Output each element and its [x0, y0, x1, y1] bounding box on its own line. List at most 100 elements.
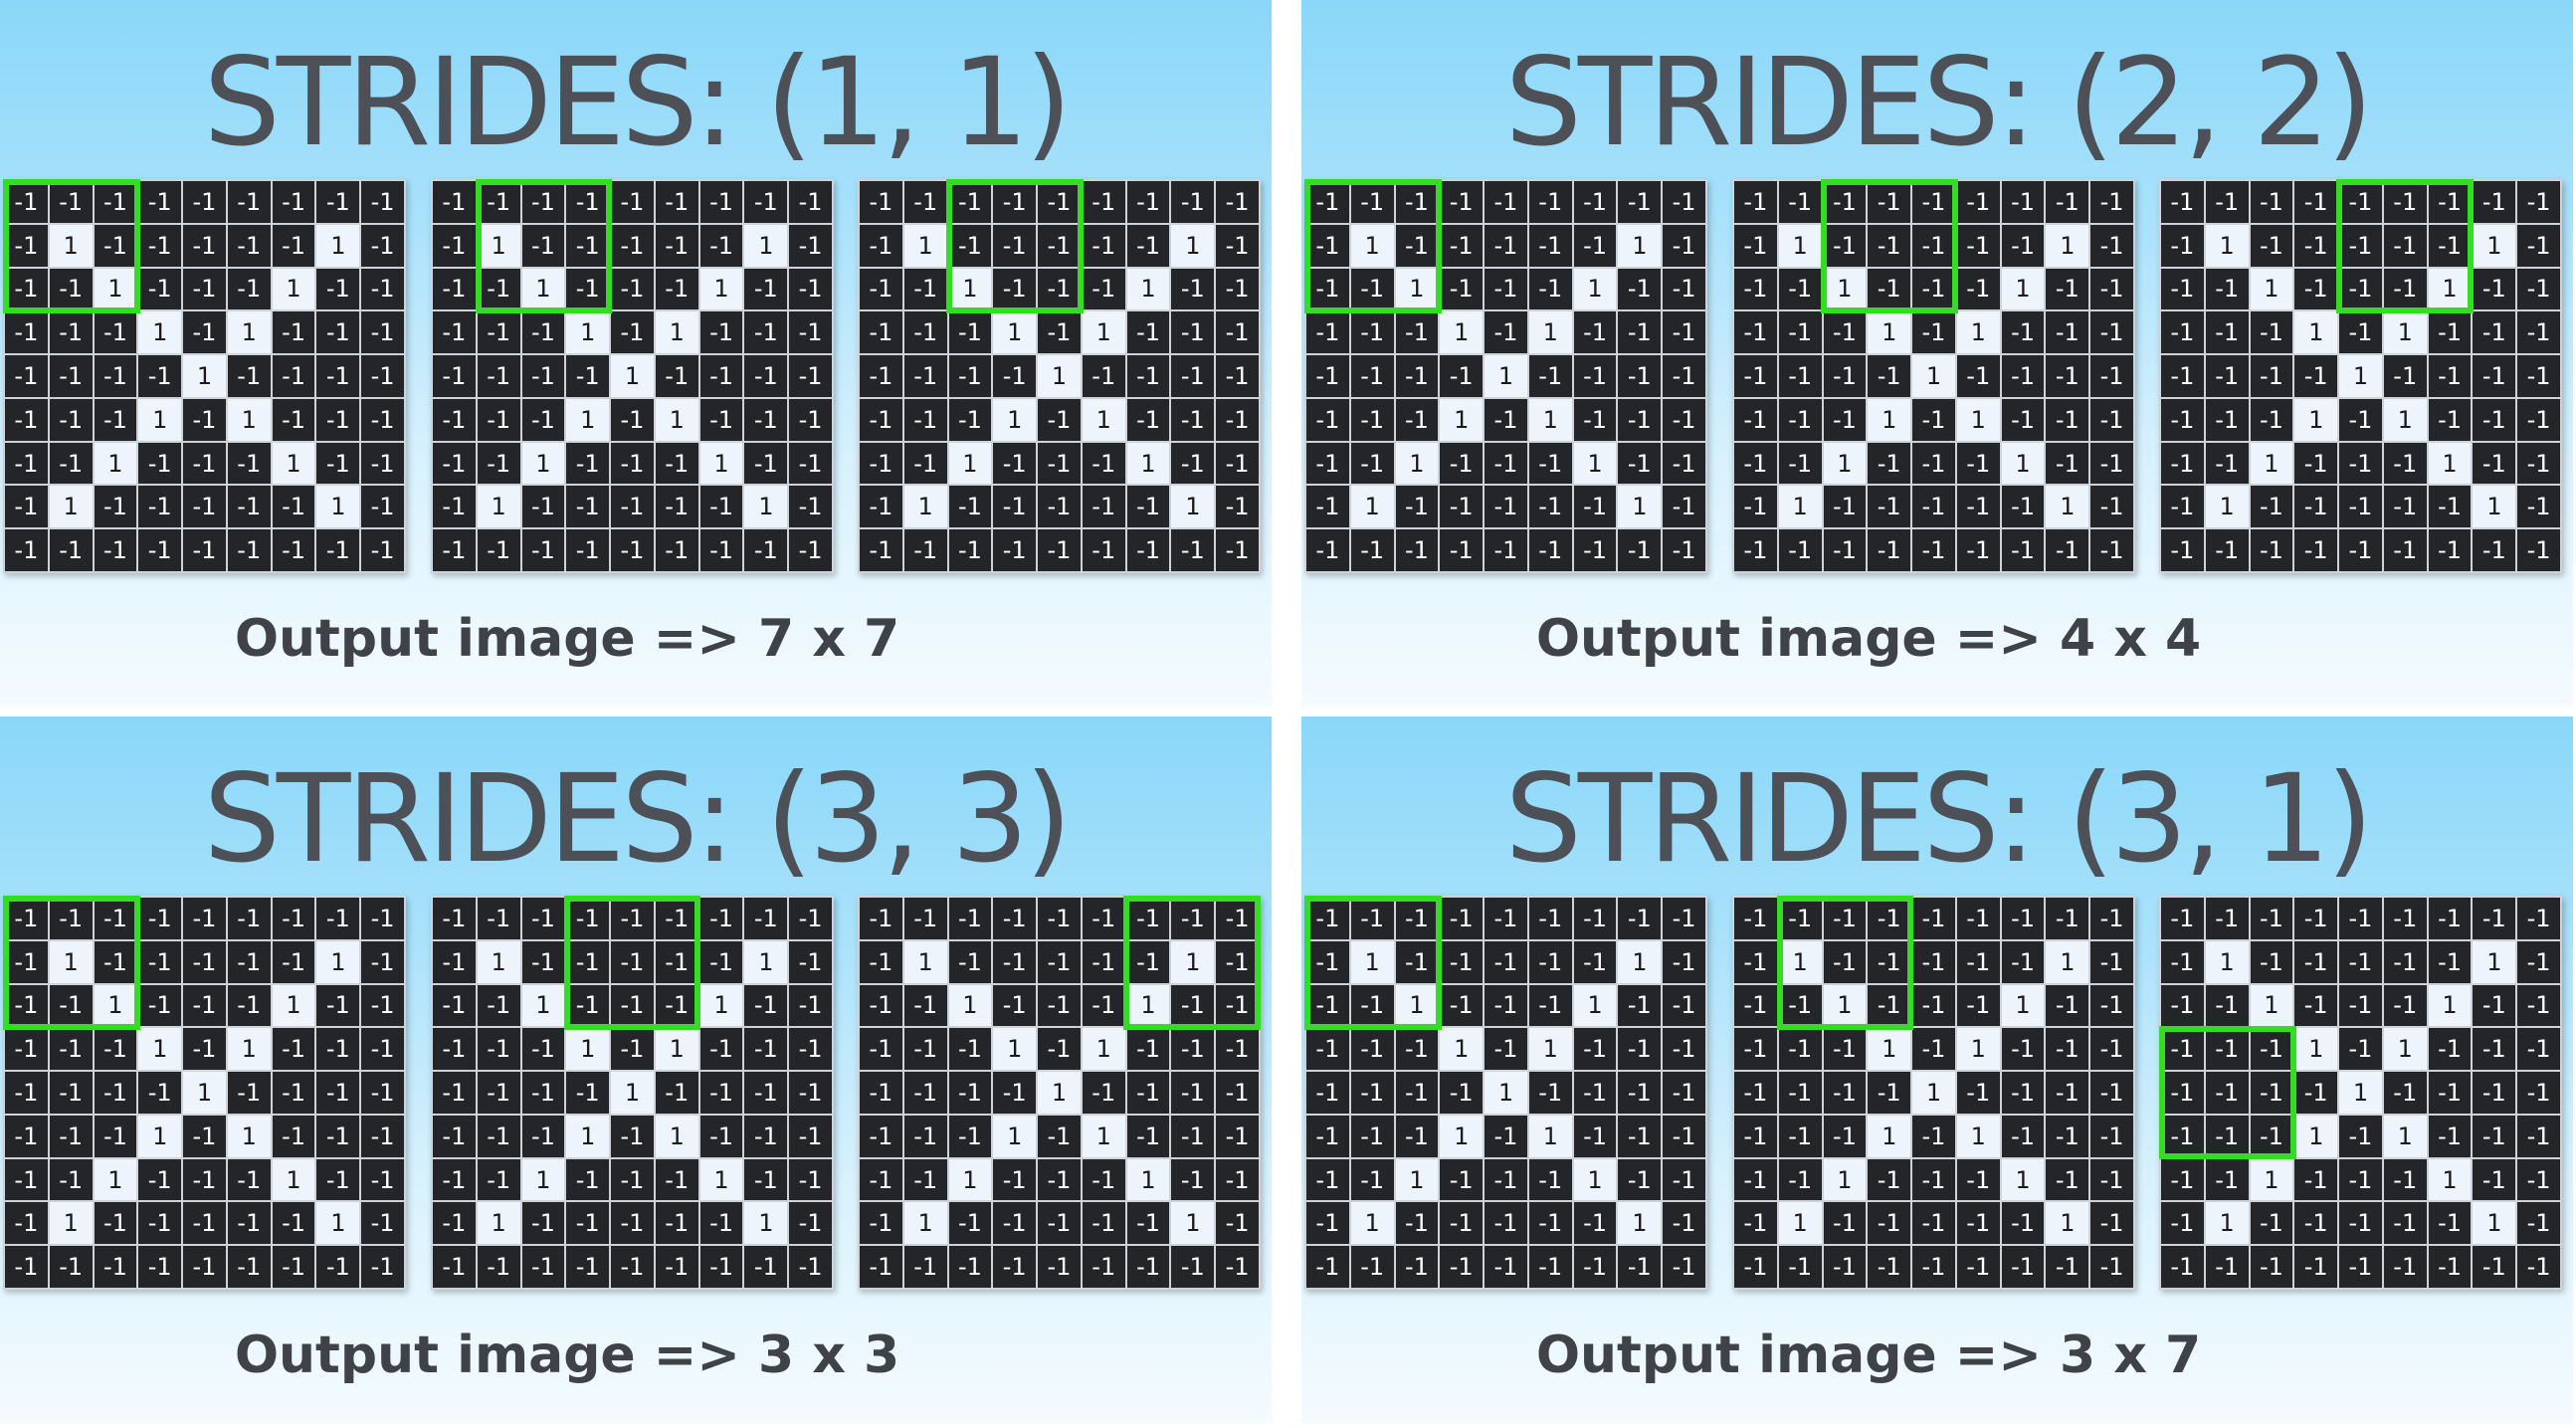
matrix-cell: -1 — [2250, 311, 2293, 354]
matrix-cell: -1 — [1126, 1028, 1170, 1071]
matrix-cell: 1 — [49, 1202, 93, 1245]
matrix-cell: -1 — [1126, 355, 1170, 397]
matrix-cell: -1 — [1306, 355, 1349, 397]
matrix-cells: -1 -1 -1 -1 -1 -1 -1 -1 -1 -1 1 -1 -1 -1 -1 -1 1 -1 -1 -1 1-… — [858, 179, 1261, 573]
matrix-cell: -1 — [1956, 984, 2000, 1027]
matrix-cell: -1 — [789, 1072, 832, 1114]
matrix-cell: -1 — [655, 1072, 698, 1114]
matrix-cell: -1 — [789, 224, 832, 267]
matrix-cell: -1 — [1573, 181, 1617, 223]
matrix-cell: -1 — [2001, 398, 2045, 441]
matrix-cell: -1 — [1485, 181, 1527, 223]
matrix-cell: 1 — [227, 1028, 271, 1071]
matrix-cell: 1 — [1126, 442, 1170, 485]
matrix-cell: -1 — [1573, 529, 1617, 571]
matrix-cell: 1 — [655, 398, 698, 441]
matrix-cell: 1 — [1350, 1202, 1394, 1245]
matrix-cell: 1 — [1528, 398, 1572, 441]
matrix-cell: -1 — [2046, 1028, 2089, 1071]
matrix-cell: 1 — [655, 311, 698, 354]
matrix-cell: -1 — [227, 1202, 271, 1245]
matrix-cell: -1 — [903, 1246, 947, 1288]
matrix-cell: 1 — [2001, 268, 2045, 310]
matrix-cell: 1 — [1395, 442, 1439, 485]
matrix-cell: -1 — [789, 1202, 832, 1245]
matrix-cell: -1 — [1171, 1115, 1215, 1157]
matrix-cell: -1 — [1734, 442, 1777, 485]
matrix-cell: -1 — [2205, 268, 2249, 310]
matrix-cell: -1 — [1395, 311, 1439, 354]
matrix-cells: -1 -1 -1 -1 -1 -1 -1 -1 -1 -1 1 -1 -1 -1 -1 -1 1 -1 -1 -1 1-… — [2159, 179, 2562, 573]
matrix-cell: -1 — [1485, 898, 1527, 939]
matrix-cells: -1 -1 -1 -1 -1 -1 -1 -1 -1 -1 1 -1 -1 -1 -1 -1 1 -1 -1 -1 1-… — [431, 896, 834, 1290]
matrix-cell: -1 — [1663, 1072, 1705, 1114]
matrix-cell: -1 — [1573, 486, 1617, 528]
matrix-cell: -1 — [1038, 442, 1081, 485]
matrix-cell: -1 — [744, 442, 788, 485]
matrix-cells: -1 -1 -1 -1 -1 -1 -1 -1 -1 -1 1 -1 -1 -1 -1 -1 1 -1 -1 -1 1-… — [2159, 896, 2562, 1290]
matrix-cell: -1 — [611, 442, 654, 485]
matrix-cell: -1 — [1573, 1115, 1617, 1157]
output-size-caption: Output image => 3 x 7 — [1535, 1326, 2202, 1385]
matrix-cell: -1 — [2250, 181, 2293, 223]
matrix-cell: -1 — [1868, 442, 1911, 485]
matrix-cell: -1 — [272, 529, 315, 571]
matrix-cell: -1 — [2428, 181, 2472, 223]
matrix-cell: -1 — [2339, 442, 2382, 485]
matrix-cell: -1 — [2517, 224, 2560, 267]
matrix-cell: -1 — [2205, 1072, 2249, 1114]
matrix-cell: -1 — [993, 486, 1037, 528]
matrix-cell: -1 — [1912, 486, 1955, 528]
matrix-cell: -1 — [2090, 1115, 2133, 1157]
matrix-cell: -1 — [2517, 486, 2560, 528]
matrix-cell: -1 — [789, 898, 832, 939]
matrix-cell: -1 — [183, 1158, 226, 1201]
matrix-cell: -1 — [948, 181, 992, 223]
matrix-cell: -1 — [1306, 268, 1349, 310]
matrix-cell: 1 — [477, 1202, 520, 1245]
matrix-cell: -1 — [1350, 1246, 1394, 1288]
matrix-cell: 1 — [1350, 486, 1394, 528]
matrix-cell: -1 — [699, 1202, 743, 1245]
matrix-cell: -1 — [361, 940, 404, 983]
matrix-cell: -1 — [2205, 398, 2249, 441]
matrix-cell: -1 — [49, 1028, 93, 1071]
matrix-cell: 1 — [2294, 1028, 2338, 1071]
matrix-cell: -1 — [2294, 486, 2338, 528]
matrix-cell: 1 — [2428, 268, 2472, 310]
matrix-cell: -1 — [2339, 1028, 2382, 1071]
matrix-cell: -1 — [1528, 181, 1572, 223]
matrix-cell: -1 — [5, 1072, 48, 1114]
matrix-cell: -1 — [1956, 268, 2000, 310]
matrix-cell: -1 — [2473, 898, 2516, 939]
matrix-cell: -1 — [1440, 940, 1484, 983]
matrix-cell: -1 — [316, 1158, 360, 1201]
matrix-cell: -1 — [2161, 898, 2204, 939]
matrix-cell: -1 — [1823, 181, 1867, 223]
matrix-cell: -1 — [1171, 311, 1215, 354]
matrix-cell: -1 — [2250, 898, 2293, 939]
matrix-cell: -1 — [1350, 181, 1394, 223]
matrix-cell: -1 — [1440, 1202, 1484, 1245]
matrix-cell: -1 — [1663, 398, 1705, 441]
matrix-cell: -1 — [903, 529, 947, 571]
matrix-cell: 1 — [566, 398, 610, 441]
matrix-cell: -1 — [1395, 181, 1439, 223]
matrix-cell: -1 — [611, 1202, 654, 1245]
matrix-cell: -1 — [316, 984, 360, 1027]
matrix-cell: -1 — [2294, 442, 2338, 485]
panel-title: STRIDES: (3, 3) — [203, 748, 1072, 890]
matrix-cell: 1 — [2046, 1202, 2089, 1245]
matrix-cell: 1 — [2473, 940, 2516, 983]
matrix-cell: -1 — [1440, 1072, 1484, 1114]
matrix-cell: -1 — [611, 398, 654, 441]
matrix-cell: -1 — [789, 355, 832, 397]
panel-title: STRIDES: (2, 2) — [1504, 32, 2373, 173]
matrix-cell: -1 — [1485, 1115, 1527, 1157]
matrix-cell: -1 — [1778, 1028, 1822, 1071]
matrix-cell: -1 — [94, 1202, 137, 1245]
matrix-cell: -1 — [183, 1115, 226, 1157]
matrix-cell: 1 — [2250, 442, 2293, 485]
matrix-cell: -1 — [1734, 1072, 1777, 1114]
matrix-cell: 1 — [272, 984, 315, 1027]
